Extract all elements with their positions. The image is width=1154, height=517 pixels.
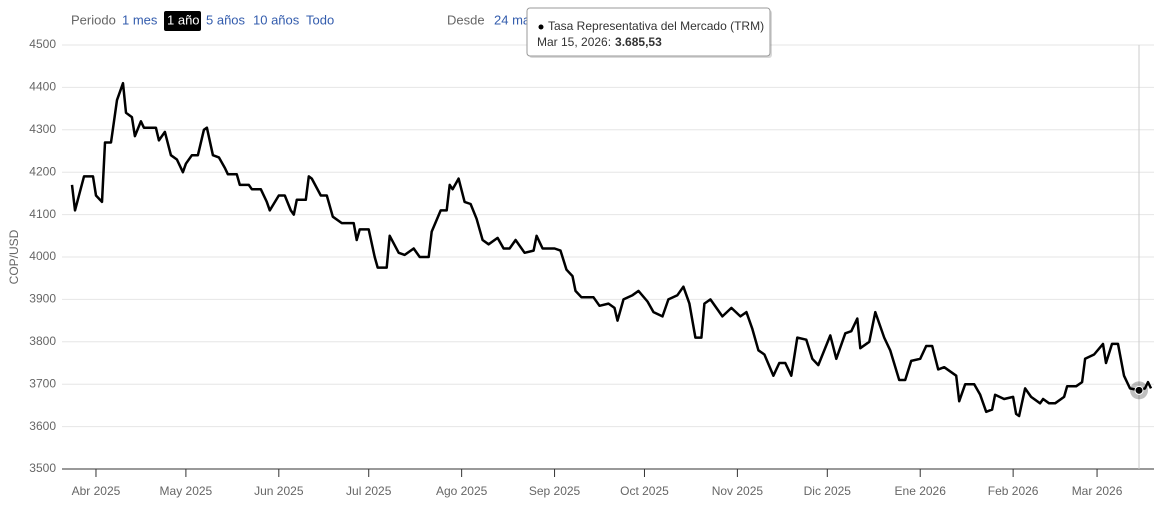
y-axis-title: COP/USD: [7, 229, 21, 284]
y-tick-label: 3900: [29, 292, 56, 306]
period-button[interactable]: Todo: [306, 12, 334, 27]
y-tick-label: 4100: [29, 207, 56, 221]
x-tick-label: Mar 2026: [1072, 484, 1123, 498]
tooltip-value: 3.685,53: [615, 35, 662, 49]
period-button[interactable]: 1 año: [167, 12, 200, 27]
plot: 3500 3600 3700 3800 3900 4000 4100 4200 4300 4400…: [29, 7, 1154, 498]
period-selected-bg: [164, 11, 201, 31]
y-tick-label: 3600: [29, 419, 56, 433]
y-tick-label: 4400: [29, 80, 56, 94]
y-tick-label: 4500: [29, 37, 56, 51]
tooltip: Tasa Representativa del Mercado (TRM) Mar…: [526, 7, 772, 58]
y-tick-label: 4200: [29, 164, 56, 178]
y-tick-label: 3500: [29, 461, 56, 475]
x-tick-label: Jun 2025: [254, 484, 304, 498]
x-tick-label: Nov 2025: [712, 484, 764, 498]
x-tick-label: Ene 2026: [895, 484, 947, 498]
from-input[interactable]: 24 ma: [494, 12, 531, 27]
y-tick-label: 3800: [29, 334, 56, 348]
period-button[interactable]: 10 años: [253, 12, 300, 27]
x-tick-label: Sep 2025: [529, 484, 581, 498]
x-tick-label: Ago 2025: [436, 484, 488, 498]
tooltip-series: Tasa Representativa del Mercado (TRM): [548, 19, 764, 33]
period-button[interactable]: 5 años: [206, 12, 246, 27]
y-tick-label: 4300: [29, 122, 56, 136]
y-tick-label: 3700: [29, 376, 56, 390]
hover-point: [1134, 385, 1144, 395]
period-button[interactable]: 1 mes: [122, 12, 158, 27]
tooltip-date: Mar 15, 2026:: [537, 35, 611, 49]
period-buttons: 1 mes 1 año 5 años 10 años Todo: [122, 11, 334, 31]
y-tick-label: 4000: [29, 249, 56, 263]
line-series: [70, 81, 1153, 418]
x-tick-label: Abr 2025: [72, 484, 121, 498]
tooltip-box: [526, 7, 771, 57]
period-label: Periodo: [71, 12, 116, 27]
x-tick-label: Oct 2025: [620, 484, 669, 498]
tooltip-dot: [538, 24, 544, 30]
from-label: Desde: [447, 12, 485, 27]
x-tick-label: Dic 2025: [804, 484, 852, 498]
x-tick-label: Jul 2025: [346, 484, 392, 498]
x-tick-label: Feb 2026: [988, 484, 1039, 498]
x-tick-label: May 2025: [160, 484, 213, 498]
